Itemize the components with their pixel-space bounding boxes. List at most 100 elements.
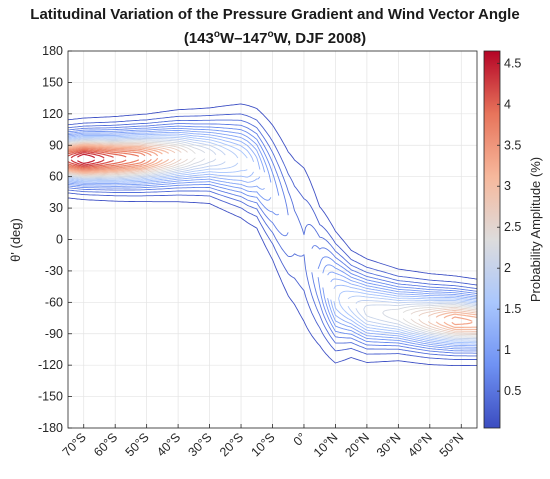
contour-lower	[67, 183, 477, 352]
contour-lower	[67, 169, 477, 344]
contour-lower	[67, 178, 477, 348]
contour-upper	[67, 127, 478, 296]
contour-lower	[67, 158, 477, 332]
contour-lower	[67, 187, 477, 354]
contour-lower	[67, 158, 152, 171]
x-tick-label: 20°N	[342, 430, 372, 460]
x-axis-ticks: 70°S 60°S 50°S 40°S 30°S 20°S 10°S 0° 10°N 20°N 30…	[60, 424, 467, 460]
contour-upper	[67, 142, 478, 317]
colorbar-tick-label: 3.5	[504, 138, 521, 152]
colorbar-gradient	[483, 50, 501, 429]
colorbar-tick-label: 2	[504, 261, 511, 275]
contour-lower	[67, 189, 477, 357]
contour-lower	[67, 158, 477, 331]
contour-upper	[67, 141, 478, 315]
y-tick-label: 150	[42, 75, 63, 89]
y-tick-label: 180	[42, 44, 63, 58]
contour-upper	[67, 135, 478, 303]
colorbar: 0.5 1 1.5 2 2.5 3 3.5 4 4.5 Probability Amplitud…	[483, 50, 543, 429]
y-tick-label: -30	[45, 264, 63, 278]
x-tick-label: 10°N	[311, 430, 341, 460]
contour-lower	[67, 157, 473, 326]
y-tick-label: -150	[38, 390, 63, 404]
contour-upper	[67, 145, 473, 322]
contour-upper	[67, 139, 478, 310]
contour-upper	[67, 143, 478, 317]
contour-upper	[67, 133, 478, 301]
x-tick-label: 40°N	[405, 430, 435, 460]
chart-title-line2: (143oW–147oW, DJF 2008)	[184, 29, 366, 47]
contour-upper	[67, 144, 478, 318]
contour-lower	[67, 158, 477, 338]
plot-area: 180 150 120 90 60 30 0 -30 -60 -90 -120 -150 -180 70…	[38, 44, 478, 460]
x-tick-label: 10°S	[248, 430, 277, 459]
contour-lower	[67, 159, 140, 169]
colorbar-tick-label: 2.5	[504, 220, 521, 234]
y-tick-label: -90	[45, 327, 63, 341]
colorbar-ticks: 0.5 1 1.5 2 2.5 3 3.5 4 4.5	[497, 56, 521, 398]
x-tick-label: 30°S	[186, 430, 215, 459]
contour-upper	[67, 148, 140, 157]
contour-upper	[67, 119, 478, 290]
x-tick-label: 0°	[291, 430, 309, 448]
contour-upper	[67, 113, 478, 286]
contour-upper	[67, 131, 478, 300]
y-tick-label: -60	[45, 295, 63, 309]
colorbar-tick-label: 0.5	[504, 384, 521, 398]
contour-lower	[77, 159, 96, 164]
contour-upper	[70, 152, 105, 159]
contour-upper	[67, 125, 478, 294]
contour-upper	[67, 145, 478, 319]
contour-upper	[67, 139, 478, 314]
grid-lines	[68, 50, 477, 429]
x-tick-label: 30°N	[374, 430, 404, 460]
contour-upper	[67, 140, 478, 313]
x-tick-label: 60°S	[91, 430, 120, 459]
contour-upper	[67, 149, 127, 158]
y-axis-label: θ' (deg)	[8, 218, 23, 262]
y-tick-label: 120	[42, 107, 63, 121]
y-tick-label: 0	[56, 233, 63, 247]
contour-lower	[67, 162, 478, 342]
contour-upper	[67, 123, 478, 292]
contour-upper	[67, 103, 478, 280]
x-tick-label: 50°N	[437, 430, 467, 460]
contour-lower	[67, 158, 478, 340]
contour-upper	[67, 150, 114, 158]
colorbar-tick-label: 3	[504, 179, 511, 193]
x-tick-label: 20°S	[217, 430, 246, 459]
contour-lower	[67, 192, 478, 360]
y-tick-label: 30	[49, 201, 63, 215]
contour-lower	[67, 171, 477, 345]
contour-upper	[77, 153, 96, 159]
contour-lower	[67, 159, 127, 168]
contour-upper	[67, 146, 152, 157]
contour-lines	[67, 103, 478, 367]
chart-title-line1: Latitudinal Variation of the Pressure Gr…	[30, 6, 519, 23]
contour-upper	[67, 147, 146, 157]
contour-lower	[70, 159, 105, 166]
contour-lower	[67, 161, 477, 341]
y-tick-label: -120	[38, 358, 63, 372]
y-axis-ticks: 180 150 120 90 60 30 0 -30 -60 -90 -120 -150 -180	[38, 44, 72, 435]
contour-upper	[67, 129, 478, 298]
y-tick-label: 90	[49, 138, 63, 152]
x-tick-label: 40°S	[154, 430, 183, 459]
y-tick-label: 60	[49, 170, 63, 184]
x-tick-label: 70°S	[60, 430, 89, 459]
contour-lower	[67, 176, 477, 347]
x-tick-label: 50°S	[123, 430, 152, 459]
y-tick-label: -180	[38, 421, 63, 435]
contour-lower	[67, 158, 477, 334]
contour-lower	[67, 159, 146, 170]
colorbar-tick-label: 4.5	[504, 56, 521, 70]
colorbar-tick-label: 4	[504, 97, 511, 111]
colorbar-tick-label: 1	[504, 343, 511, 357]
contour-lower	[67, 197, 477, 367]
colorbar-tick-label: 1.5	[504, 302, 521, 316]
contour-upper	[67, 136, 478, 304]
contour-lower	[67, 159, 114, 167]
colorbar-label: Probability Amplitude (%)	[528, 157, 543, 302]
contour-lower	[67, 158, 477, 335]
